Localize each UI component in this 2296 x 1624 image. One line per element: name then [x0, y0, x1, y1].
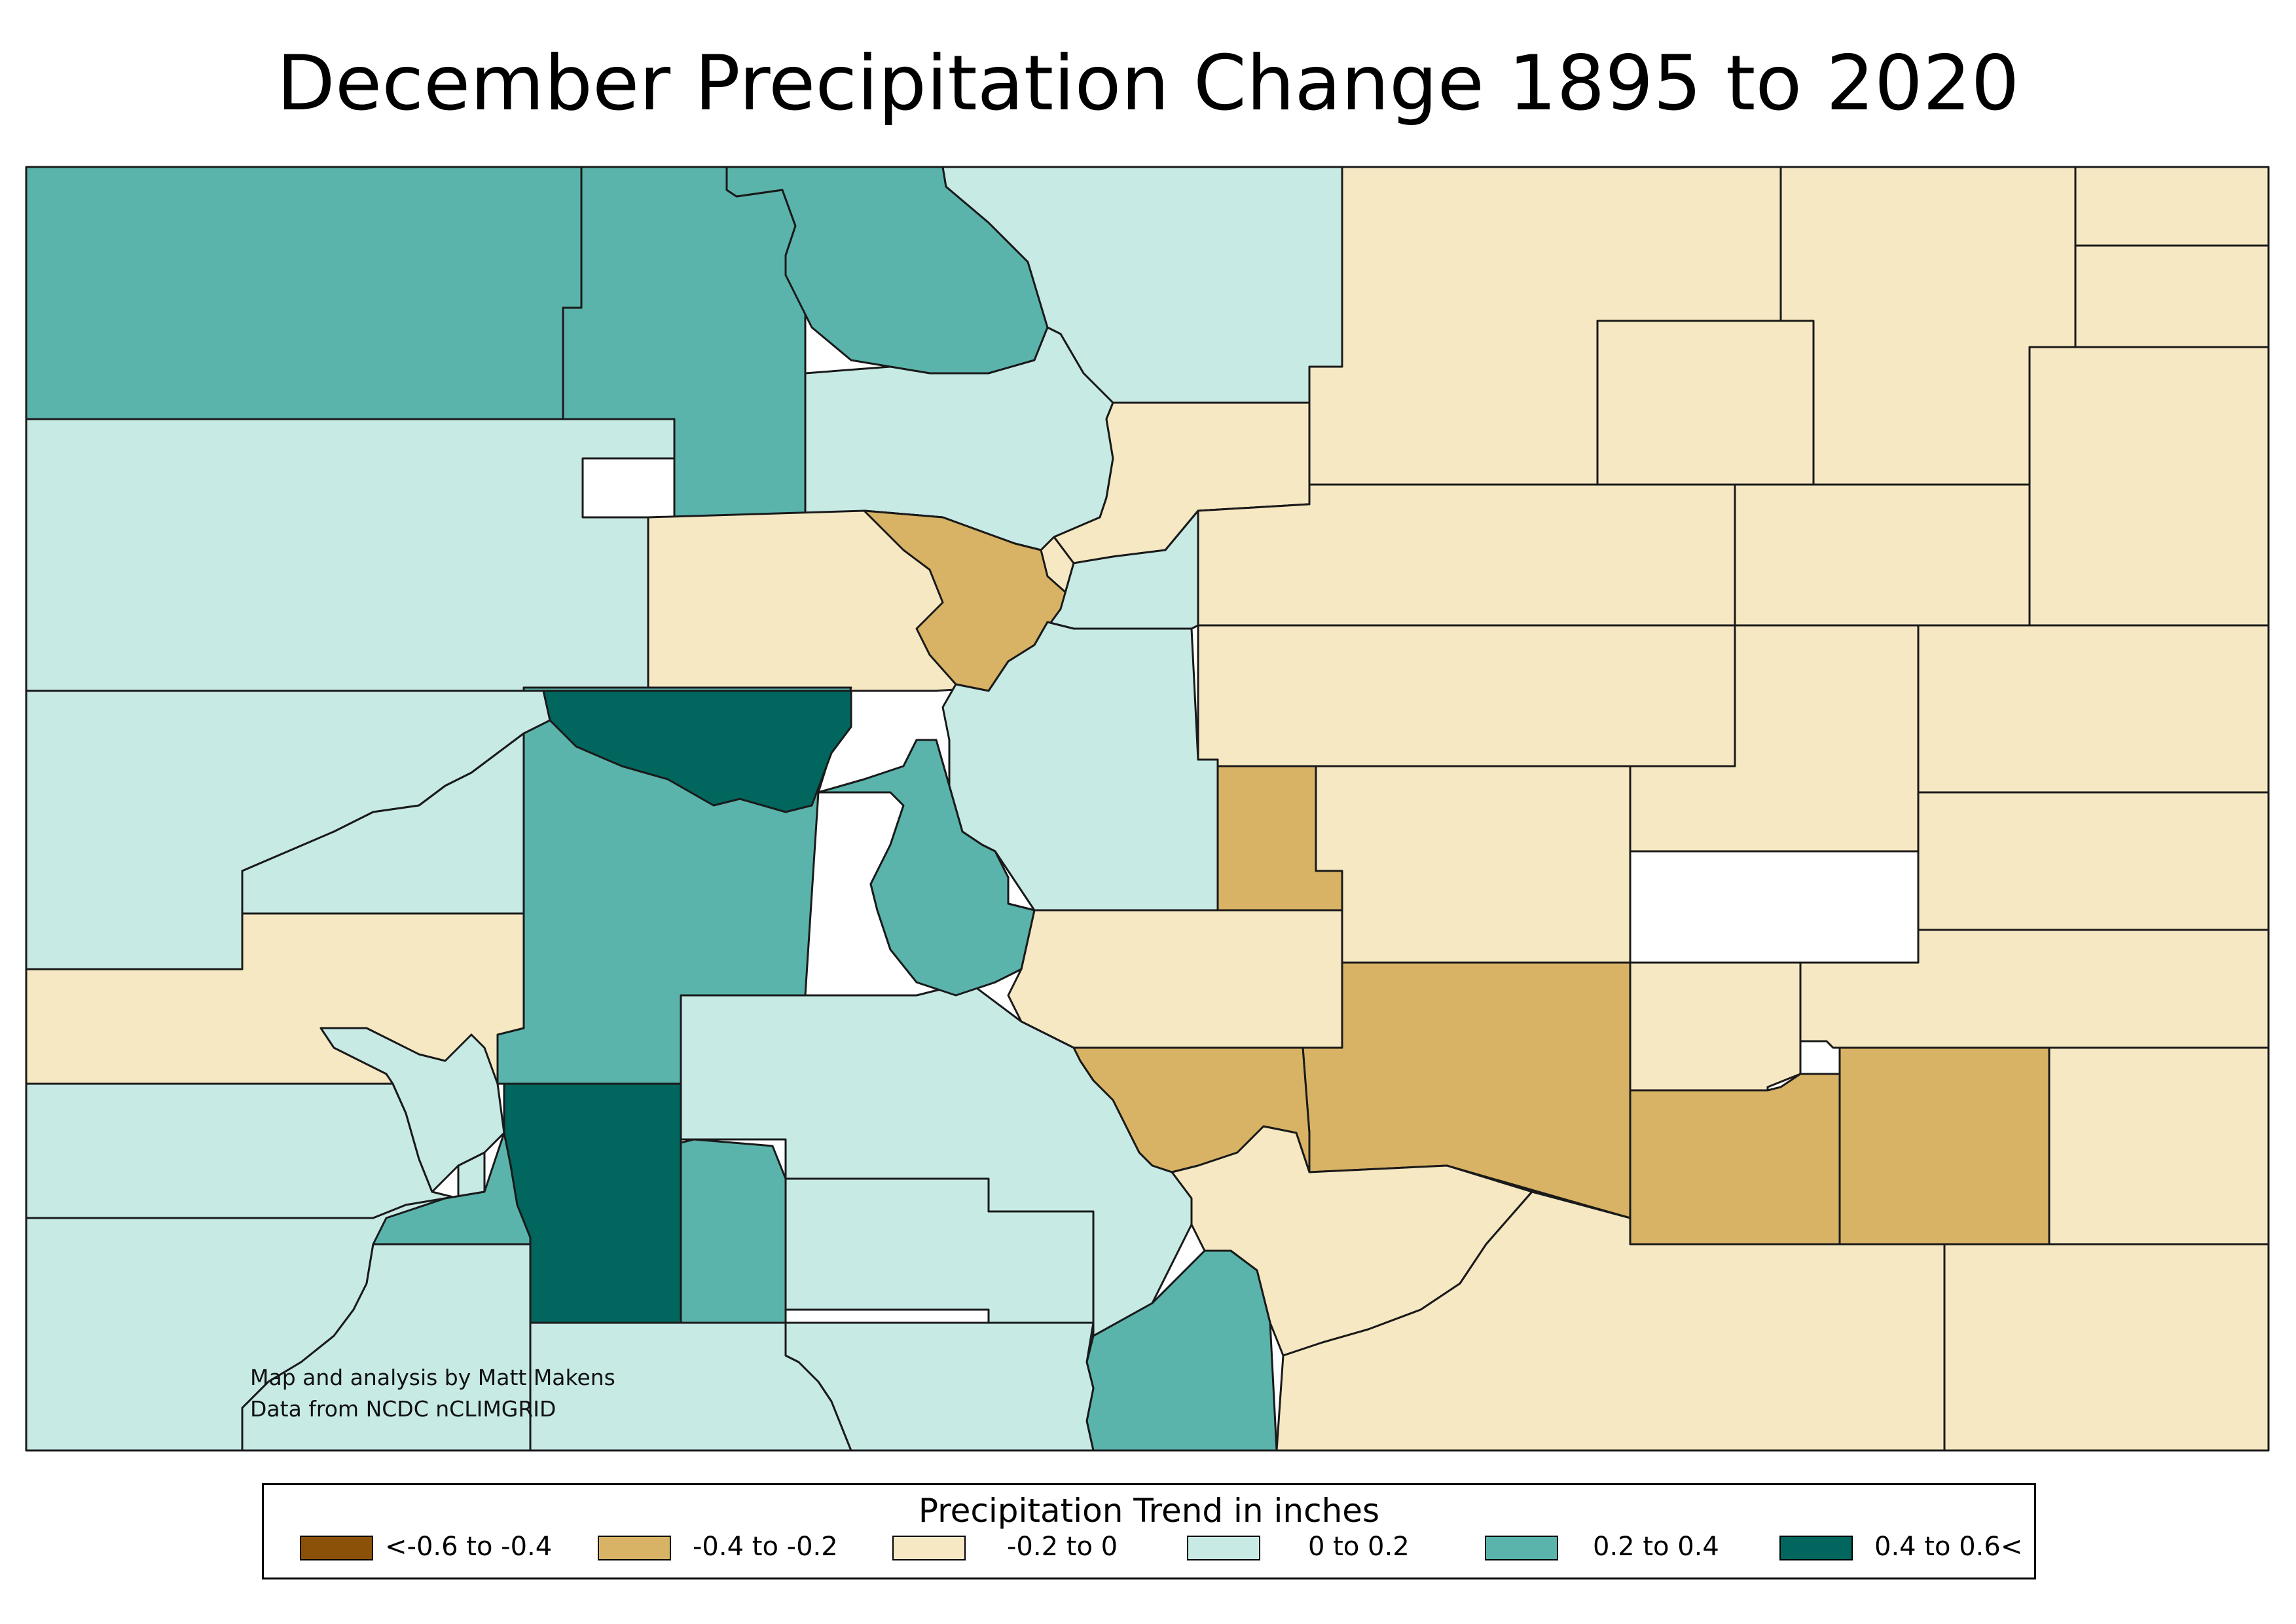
map-credit: Map and analysis by Matt Makens Data fro…: [250, 1362, 615, 1425]
legend-swatch: [892, 1536, 966, 1560]
county-otero: [1629, 961, 1802, 1092]
credit-line-author: Map and analysis by Matt Makens: [250, 1365, 615, 1390]
legend-label: <-0.6 to -0.4: [385, 1532, 553, 1562]
legend-label: 0.4 to 0.6<: [1874, 1532, 2023, 1562]
legend-label: 0.2 to 0.4: [1593, 1532, 1719, 1562]
legend-swatch: [1485, 1536, 1558, 1560]
county-gunnison: [496, 686, 1036, 1085]
county-washington: [1734, 483, 2031, 627]
legend-swatch: [300, 1536, 373, 1560]
county-yuma: [2028, 346, 2270, 627]
legend-swatch: [598, 1536, 671, 1560]
legend-swatch: [1187, 1536, 1260, 1560]
legend-title: Precipitation Trend in inches: [918, 1492, 1380, 1530]
legend-label: -0.2 to 0: [1007, 1532, 1118, 1562]
county-elbert: [1308, 765, 1631, 964]
county-rio-blanco: [25, 418, 676, 692]
county-cheyenne: [1917, 791, 2270, 931]
county-arapahoe: [1197, 624, 1736, 767]
county-pitkin-lake: [542, 690, 852, 813]
credit-line-data-source: Data from NCDC nCLIMGRID: [250, 1396, 556, 1422]
county-adams-denver: [1197, 483, 1736, 627]
county-morgan: [1596, 320, 1815, 486]
legend-label: -0.4 to -0.2: [693, 1532, 838, 1562]
legend-label: 0 to 0.2: [1308, 1532, 1410, 1562]
county-routt: [562, 166, 807, 519]
legend: Precipitation Trend in inches <-0.6 to -…: [262, 1483, 2036, 1579]
county-la-plata: [241, 1243, 532, 1452]
county-prowers: [1838, 1046, 2050, 1246]
county-kit-carson: [1917, 624, 2270, 794]
legend-swatch: [1779, 1536, 1853, 1560]
county-moffat: [25, 166, 583, 420]
county-phillips: [2074, 244, 2270, 348]
county-bent: [1629, 1073, 1841, 1246]
county-saguache: [680, 981, 1193, 1337]
county-sedgwick: [2074, 166, 2270, 247]
county-lincoln: [1629, 624, 1920, 853]
county-baca: [1943, 1243, 2270, 1452]
county-teller-el-paso: [1007, 909, 1343, 1049]
county-baca-east: [2048, 1046, 2270, 1246]
county-ouray-san-juan: [319, 1027, 505, 1193]
county-hinsdale-west: [372, 1132, 532, 1246]
county-conejos: [784, 1321, 1095, 1452]
county-las-animas-south: [1275, 1190, 1946, 1452]
map-title: December Precipitation Change 1895 to 20…: [276, 39, 2020, 128]
